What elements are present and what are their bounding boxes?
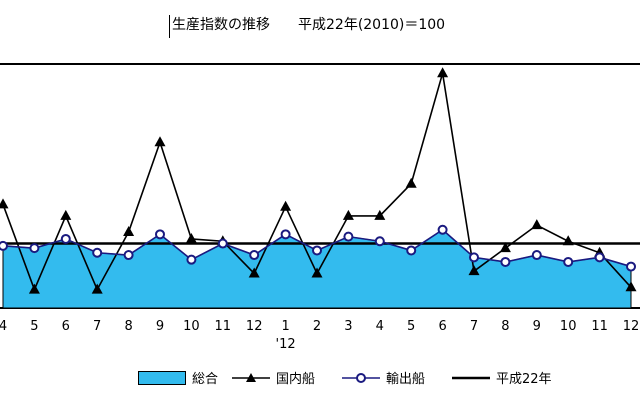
export-series: [0, 224, 636, 272]
export-marker: [594, 252, 605, 263]
x-tick-label: 12: [246, 319, 263, 334]
x-tick-label: 8: [124, 319, 132, 334]
export-marker: [374, 236, 385, 247]
export-marker: [312, 245, 322, 256]
domestic-marker: [374, 209, 386, 220]
legend-item-reference: 平成22年: [452, 368, 552, 387]
legend-swatch-triangle: [232, 372, 270, 382]
legend-swatch-area: [138, 370, 186, 385]
x-tick-label: 7: [93, 319, 101, 334]
export-marker: [92, 247, 103, 258]
domestic-marker: [625, 281, 637, 292]
chart-title: 生産指数の推移 平成22年(2010)＝100: [0, 14, 640, 62]
x-tick-label: 10: [183, 319, 200, 334]
domestic-marker: [342, 209, 354, 220]
legend-item-export: 輸出船: [342, 368, 425, 387]
legend-item-total: 総合: [138, 368, 218, 387]
export-marker: [217, 238, 228, 249]
x-axis-tick-labels: 4 5 6 7 8 9 10 11 12 1 2 3 4 5 6 7 8 9 10 11 12'12: [0, 319, 639, 352]
x-tick-label: 11: [591, 319, 608, 334]
legend-label-total: 総合: [192, 372, 219, 387]
domestic-marker: [280, 200, 292, 211]
domestic-marker: [437, 67, 449, 78]
x-tick-label: 1: [281, 319, 289, 334]
export-marker: [280, 229, 291, 240]
domestic-marker: [185, 232, 197, 243]
export-marker: [249, 250, 260, 261]
export-marker: [155, 229, 165, 240]
domestic-marker: [154, 136, 166, 147]
export-marker: [626, 261, 636, 272]
legend-label-reference: 平成22年: [496, 372, 552, 387]
domestic-marker: [0, 198, 9, 209]
x-tick-label: 2: [313, 319, 321, 334]
x-tick-label: 5: [407, 319, 415, 334]
x-tick-label: 4: [376, 319, 384, 334]
x-tick-label: 8: [501, 319, 509, 334]
x-tick-label: 7: [470, 319, 478, 334]
legend-label-domestic: 国内船: [276, 372, 316, 387]
title-cursor-bar: [169, 15, 170, 38]
x-tick-label: 6: [438, 319, 446, 334]
legend: 総合 国内船 輸出船 平成22年: [0, 368, 640, 388]
export-marker: [343, 231, 354, 242]
legend-label-export: 輸出船: [386, 372, 426, 387]
x-tick-label: 3: [344, 319, 352, 334]
x-tick-label: 4: [0, 319, 7, 334]
x-tick-label: 6: [62, 319, 70, 334]
export-marker: [406, 245, 417, 256]
domestic-marker: [562, 235, 574, 246]
domestic-marker: [28, 283, 40, 294]
domestic-marker: [499, 242, 511, 253]
domestic-marker: [91, 283, 103, 294]
x-tick-label: 10: [560, 319, 577, 334]
export-marker: [0, 240, 8, 251]
legend-swatch-line: [452, 376, 490, 379]
export-marker: [29, 243, 40, 254]
x-tick-label: 9: [533, 319, 541, 334]
x-tick-label: 9: [156, 319, 164, 334]
chart-title-text: 生産指数の推移 平成22年(2010)＝100: [172, 17, 446, 33]
export-marker: [469, 252, 479, 263]
domestic-marker: [531, 219, 543, 230]
export-marker: [531, 250, 542, 261]
export-marker: [123, 250, 134, 261]
year-marker-label: '12: [276, 337, 296, 352]
legend-swatch-circle: [342, 372, 380, 383]
export-marker: [500, 256, 511, 267]
export-marker: [437, 224, 448, 235]
legend-item-domestic: 国内船: [232, 368, 315, 387]
domestic-marker: [248, 267, 260, 278]
x-tick-label: 12: [623, 319, 640, 334]
domestic-marker: [468, 265, 480, 276]
export-marker: [563, 256, 574, 267]
export-marker: [186, 254, 197, 265]
x-tick-label: 11: [215, 319, 232, 334]
domestic-marker: [405, 177, 417, 188]
x-tick-label: 5: [30, 319, 38, 334]
export-marker: [60, 233, 71, 244]
domestic-marker: [311, 267, 323, 278]
domestic-marker: [123, 226, 135, 237]
domestic-marker: [60, 209, 72, 220]
